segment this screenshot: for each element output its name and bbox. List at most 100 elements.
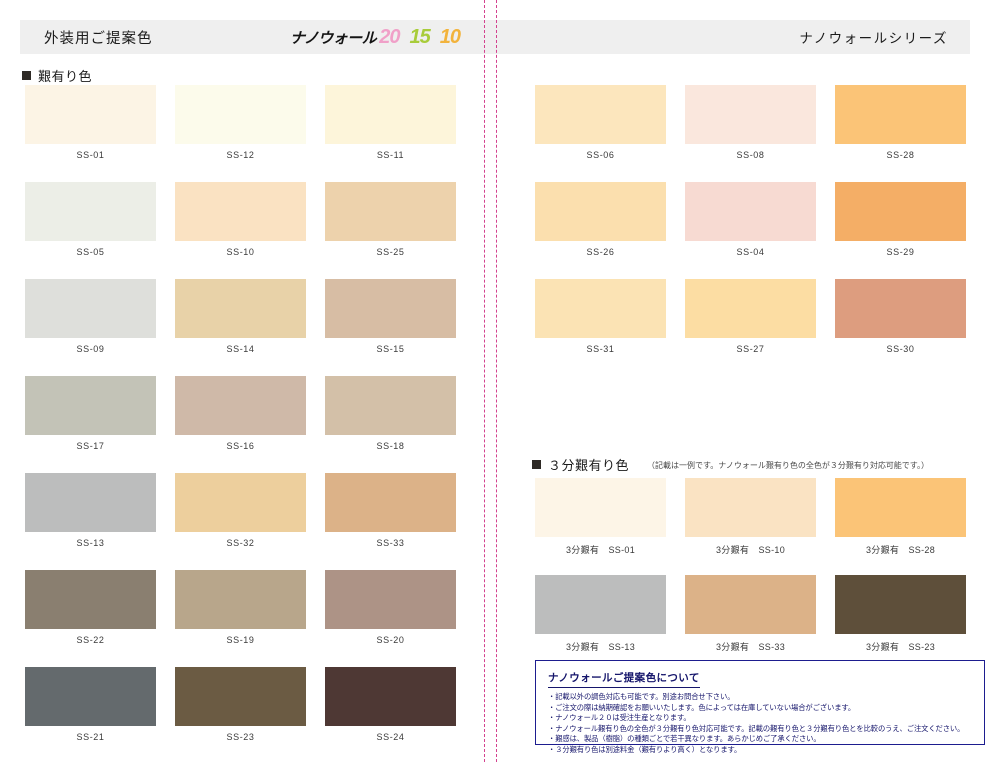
swatch-cell[interactable]: SS-04 bbox=[685, 182, 816, 257]
swatch-label: SS-11 bbox=[376, 150, 405, 160]
swatch-cell[interactable]: 3分艱有 SS-28 bbox=[835, 478, 966, 556]
swatch-label: SS-22 bbox=[76, 635, 105, 645]
swatch-label: SS-15 bbox=[376, 344, 405, 354]
swatch-cell[interactable]: SS-22 bbox=[25, 570, 156, 645]
swatch-cell[interactable]: SS-15 bbox=[325, 279, 456, 354]
swatch-label: SS-14 bbox=[226, 344, 255, 354]
swatch-cell[interactable]: 3分艱有 SS-23 bbox=[835, 575, 966, 653]
swatch-cell[interactable]: SS-01 bbox=[25, 85, 156, 160]
color-swatch[interactable] bbox=[175, 85, 306, 144]
swatch-cell[interactable]: SS-10 bbox=[175, 182, 306, 257]
swatch-cell[interactable]: SS-23 bbox=[175, 667, 306, 742]
swatch-label: 3分艱有 SS-23 bbox=[865, 642, 936, 652]
swatch-cell[interactable]: SS-18 bbox=[325, 376, 456, 451]
swatch-cell[interactable]: SS-19 bbox=[175, 570, 306, 645]
swatch-cell[interactable]: SS-33 bbox=[325, 473, 456, 548]
swatch-cell[interactable]: SS-14 bbox=[175, 279, 306, 354]
color-swatch[interactable] bbox=[685, 575, 816, 634]
color-swatch[interactable] bbox=[325, 473, 456, 532]
color-swatch[interactable] bbox=[25, 85, 156, 144]
color-swatch[interactable] bbox=[175, 667, 306, 726]
color-swatch[interactable] bbox=[685, 478, 816, 537]
swatch-label: SS-10 bbox=[226, 247, 255, 257]
swatch-label: SS-19 bbox=[226, 635, 255, 645]
swatch-cell[interactable]: SS-29 bbox=[835, 182, 966, 257]
swatch-cell[interactable]: 3分艱有 SS-13 bbox=[535, 575, 666, 653]
color-swatch[interactable] bbox=[325, 85, 456, 144]
swatch-cell[interactable]: SS-06 bbox=[535, 85, 666, 160]
swatch-label: SS-31 bbox=[586, 344, 615, 354]
color-swatch[interactable] bbox=[835, 575, 966, 634]
color-swatch[interactable] bbox=[835, 478, 966, 537]
color-swatch[interactable] bbox=[175, 376, 306, 435]
swatch-cell[interactable]: SS-27 bbox=[685, 279, 816, 354]
color-swatch[interactable] bbox=[175, 182, 306, 241]
swatch-cell[interactable]: SS-13 bbox=[25, 473, 156, 548]
color-swatch[interactable] bbox=[25, 279, 156, 338]
swatch-label: SS-24 bbox=[376, 732, 405, 742]
swatch-cell[interactable]: SS-31 bbox=[535, 279, 666, 354]
swatch-cell[interactable]: SS-30 bbox=[835, 279, 966, 354]
info-box-list: 記載以外の調色対応も可能です。別途お問合せ下さい。ご注文の際は納期確認をお願いい… bbox=[548, 692, 974, 755]
color-swatch[interactable] bbox=[325, 279, 456, 338]
swatch-cell[interactable]: SS-12 bbox=[175, 85, 306, 160]
color-swatch[interactable] bbox=[175, 570, 306, 629]
color-swatch[interactable] bbox=[25, 376, 156, 435]
color-swatch[interactable] bbox=[25, 182, 156, 241]
swatch-cell[interactable]: SS-16 bbox=[175, 376, 306, 451]
color-swatch[interactable] bbox=[25, 667, 156, 726]
swatch-cell[interactable]: SS-09 bbox=[25, 279, 156, 354]
swatch-label: SS-06 bbox=[586, 150, 615, 160]
swatch-cell[interactable]: SS-28 bbox=[835, 85, 966, 160]
swatch-cell[interactable]: SS-11 bbox=[325, 85, 456, 160]
color-swatch[interactable] bbox=[685, 85, 816, 144]
color-swatch[interactable] bbox=[25, 473, 156, 532]
color-swatch[interactable] bbox=[175, 473, 306, 532]
swatch-cell[interactable]: SS-20 bbox=[325, 570, 456, 645]
swatch-cell[interactable]: SS-25 bbox=[325, 182, 456, 257]
color-swatch[interactable] bbox=[325, 667, 456, 726]
color-swatch[interactable] bbox=[685, 182, 816, 241]
color-swatch[interactable] bbox=[835, 279, 966, 338]
color-swatch[interactable] bbox=[175, 279, 306, 338]
swatch-label: SS-32 bbox=[226, 538, 255, 548]
logo-number-20: 20 bbox=[379, 25, 400, 48]
swatch-label: SS-26 bbox=[586, 247, 615, 257]
color-swatch[interactable] bbox=[325, 570, 456, 629]
swatch-cell[interactable]: 3分艱有 SS-01 bbox=[535, 478, 666, 556]
swatch-cell[interactable]: 3分艱有 SS-10 bbox=[685, 478, 816, 556]
swatch-cell[interactable]: SS-05 bbox=[25, 182, 156, 257]
color-swatch[interactable] bbox=[325, 182, 456, 241]
info-box-line: 記載以外の調色対応も可能です。別途お問合せ下さい。 bbox=[548, 692, 974, 703]
info-box: ナノウォールご提案色について 記載以外の調色対応も可能です。別途お問合せ下さい。… bbox=[535, 660, 985, 754]
swatch-label: SS-09 bbox=[76, 344, 105, 354]
color-swatch[interactable] bbox=[835, 85, 966, 144]
color-swatch[interactable] bbox=[325, 376, 456, 435]
color-swatch[interactable] bbox=[835, 182, 966, 241]
swatch-label: 3分艱有 SS-33 bbox=[715, 642, 786, 652]
square-marker-icon bbox=[22, 71, 31, 80]
page-title: 外装用ご提案色 bbox=[44, 30, 153, 47]
swatch-label: SS-04 bbox=[736, 247, 765, 257]
swatch-cell[interactable]: SS-32 bbox=[175, 473, 306, 548]
swatch-label: SS-21 bbox=[76, 732, 105, 742]
section-note-semi-gloss: （記載は一例です。ナノウォール艱有り色の全色が３分艱有り対応可能です。） bbox=[647, 461, 930, 470]
color-swatch[interactable] bbox=[685, 279, 816, 338]
swatch-cell[interactable]: 3分艱有 SS-33 bbox=[685, 575, 816, 653]
swatch-label: SS-05 bbox=[76, 247, 105, 257]
swatch-cell[interactable]: SS-17 bbox=[25, 376, 156, 451]
color-swatch[interactable] bbox=[535, 182, 666, 241]
swatch-label: SS-29 bbox=[886, 247, 915, 257]
color-swatch[interactable] bbox=[535, 85, 666, 144]
color-swatch[interactable] bbox=[535, 279, 666, 338]
swatch-cell[interactable]: SS-24 bbox=[325, 667, 456, 742]
color-swatch[interactable] bbox=[25, 570, 156, 629]
color-swatch[interactable] bbox=[535, 478, 666, 537]
swatch-cell[interactable]: SS-08 bbox=[685, 85, 816, 160]
color-swatch[interactable] bbox=[535, 575, 666, 634]
swatch-cell[interactable]: SS-26 bbox=[535, 182, 666, 257]
logo-number-10: 10 bbox=[439, 25, 461, 48]
header-bar: 外装用ご提案色 ナノウォール 20 15 10 ナノウォールシリーズ bbox=[20, 20, 970, 54]
swatch-cell[interactable]: SS-21 bbox=[25, 667, 156, 742]
swatch-label: 3分艱有 SS-13 bbox=[565, 642, 636, 652]
